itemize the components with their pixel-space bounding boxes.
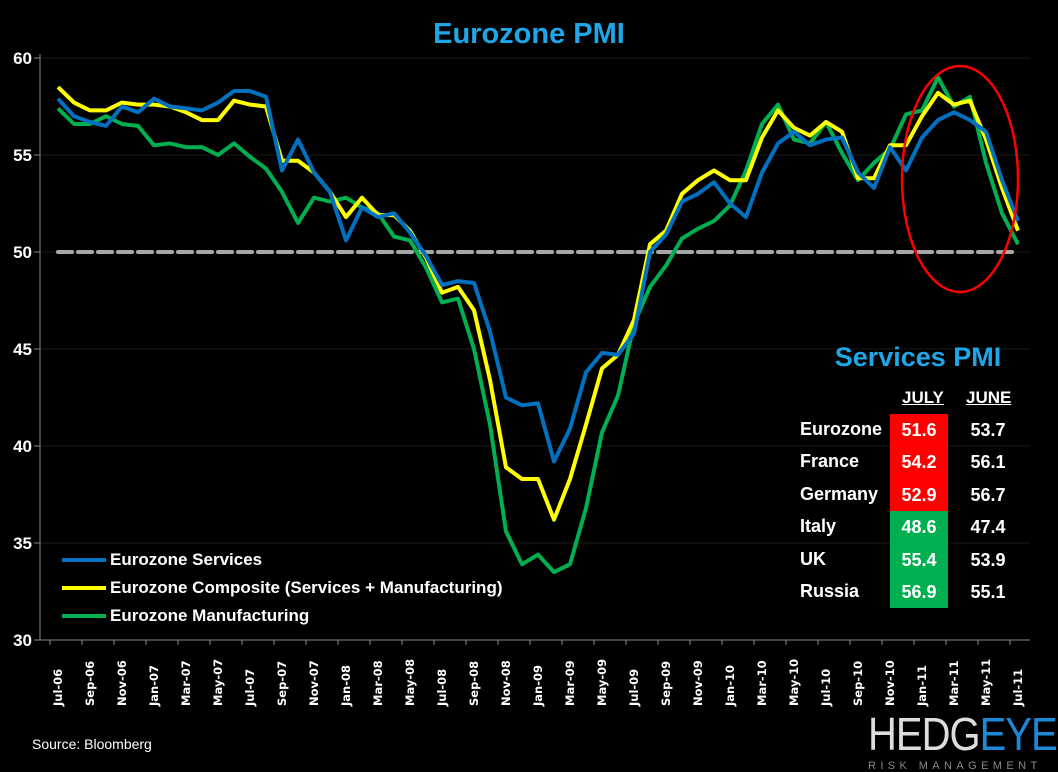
x-tick-label: Jul-08 [435,669,449,707]
x-tick-label: Mar-08 [371,660,385,706]
x-tick-label: Sep-07 [275,661,289,706]
x-tick-label: Mar-11 [947,660,961,706]
table-row: Russia 56.9 55.1 [800,576,1020,608]
y-tick-label: 45 [13,340,32,359]
x-tick-label: Jul-07 [243,669,257,707]
country-label: Italy [800,516,836,537]
x-tick-label: May-11 [979,659,993,706]
header-june: JUNE [966,388,1011,408]
june-value: 56.7 [960,479,1016,511]
x-tick-label: Nov-08 [499,660,513,706]
x-tick-label: Nov-07 [307,660,321,706]
country-label: Russia [800,581,859,602]
x-tick-label: Nov-06 [115,660,129,706]
july-value: 51.6 [890,414,948,446]
x-tick-label: Jan-07 [147,665,161,707]
x-tick-label: Mar-09 [563,660,577,706]
logo-text-eye: EYE [980,710,1057,761]
x-tick-label: Sep-09 [659,661,673,706]
july-value: 48.6 [890,511,948,543]
x-tick-label: Jul-09 [627,669,641,707]
x-tick-label: Jul-11 [1011,669,1025,707]
y-tick-label: 40 [13,437,32,456]
chart-title: Eurozone PMI [0,18,1058,51]
july-value: 56.9 [890,576,948,608]
legend-item-composite: Eurozone Composite (Services + Manufactu… [62,574,503,602]
y-tick-label: 30 [13,631,32,650]
x-tick-label: May-09 [595,659,609,706]
table-row: Germany 52.9 56.7 [800,479,1020,511]
logo-subtitle: RISK MANAGEMENT [868,760,1050,772]
july-value: 52.9 [890,479,948,511]
y-tick-label: 35 [13,534,32,553]
july-value: 55.4 [890,544,948,576]
header-july: JULY [902,388,944,408]
june-value: 53.7 [960,414,1016,446]
legend-item-services: Eurozone Services [62,546,503,574]
country-label: Eurozone [800,419,882,440]
y-tick-label: 55 [13,146,32,165]
x-tick-label: Sep-10 [851,661,865,706]
legend-label: Eurozone Manufacturing [110,606,309,626]
x-tick-label: Jul-10 [819,669,833,707]
table-title: Services PMI [800,342,1036,373]
x-tick-label: May-08 [403,659,417,706]
table-row: Eurozone 51.6 53.7 [800,414,1020,446]
x-tick-label: Jan-11 [915,665,929,707]
legend-label: Eurozone Composite (Services + Manufactu… [110,578,503,598]
legend-swatch [62,614,106,618]
june-value: 56.1 [960,446,1016,478]
x-tick-label: Nov-09 [691,660,705,706]
x-tick-label: Mar-10 [755,660,769,706]
country-label: Germany [800,484,878,505]
x-tick-label: Jan-09 [531,665,545,707]
table-row: France 54.2 56.1 [800,446,1020,478]
legend-item-manufacturing: Eurozone Manufacturing [62,602,503,630]
x-tick-label: Jul-06 [51,669,65,707]
country-label: UK [800,549,826,570]
legend-swatch [62,558,106,562]
july-value: 54.2 [890,446,948,478]
legend: Eurozone Services Eurozone Composite (Se… [62,546,503,630]
y-tick-label: 60 [13,49,32,68]
logo-text: HEDG [868,710,980,761]
hedgeye-logo: HEDGEYE RISK MANAGEMENT [868,712,1050,772]
source-note: Source: Bloomberg [32,736,152,752]
x-tick-label: Mar-07 [179,660,193,706]
table-row: Italy 48.6 47.4 [800,511,1020,543]
x-tick-label: Jan-10 [723,665,737,707]
y-tick-label: 50 [13,243,32,262]
x-tick-label: Sep-06 [83,661,97,706]
legend-swatch [62,586,106,590]
june-value: 47.4 [960,511,1016,543]
x-tick-label: Sep-08 [467,661,481,706]
x-tick-label: Jan-08 [339,665,353,707]
x-tick-label: Nov-10 [883,660,897,706]
june-value: 55.1 [960,576,1016,608]
country-label: France [800,451,859,472]
table-row: UK 55.4 53.9 [800,544,1020,576]
x-tick-label: May-07 [211,659,225,706]
x-tick-label: May-10 [787,659,801,706]
june-value: 53.9 [960,544,1016,576]
legend-label: Eurozone Services [110,550,262,570]
